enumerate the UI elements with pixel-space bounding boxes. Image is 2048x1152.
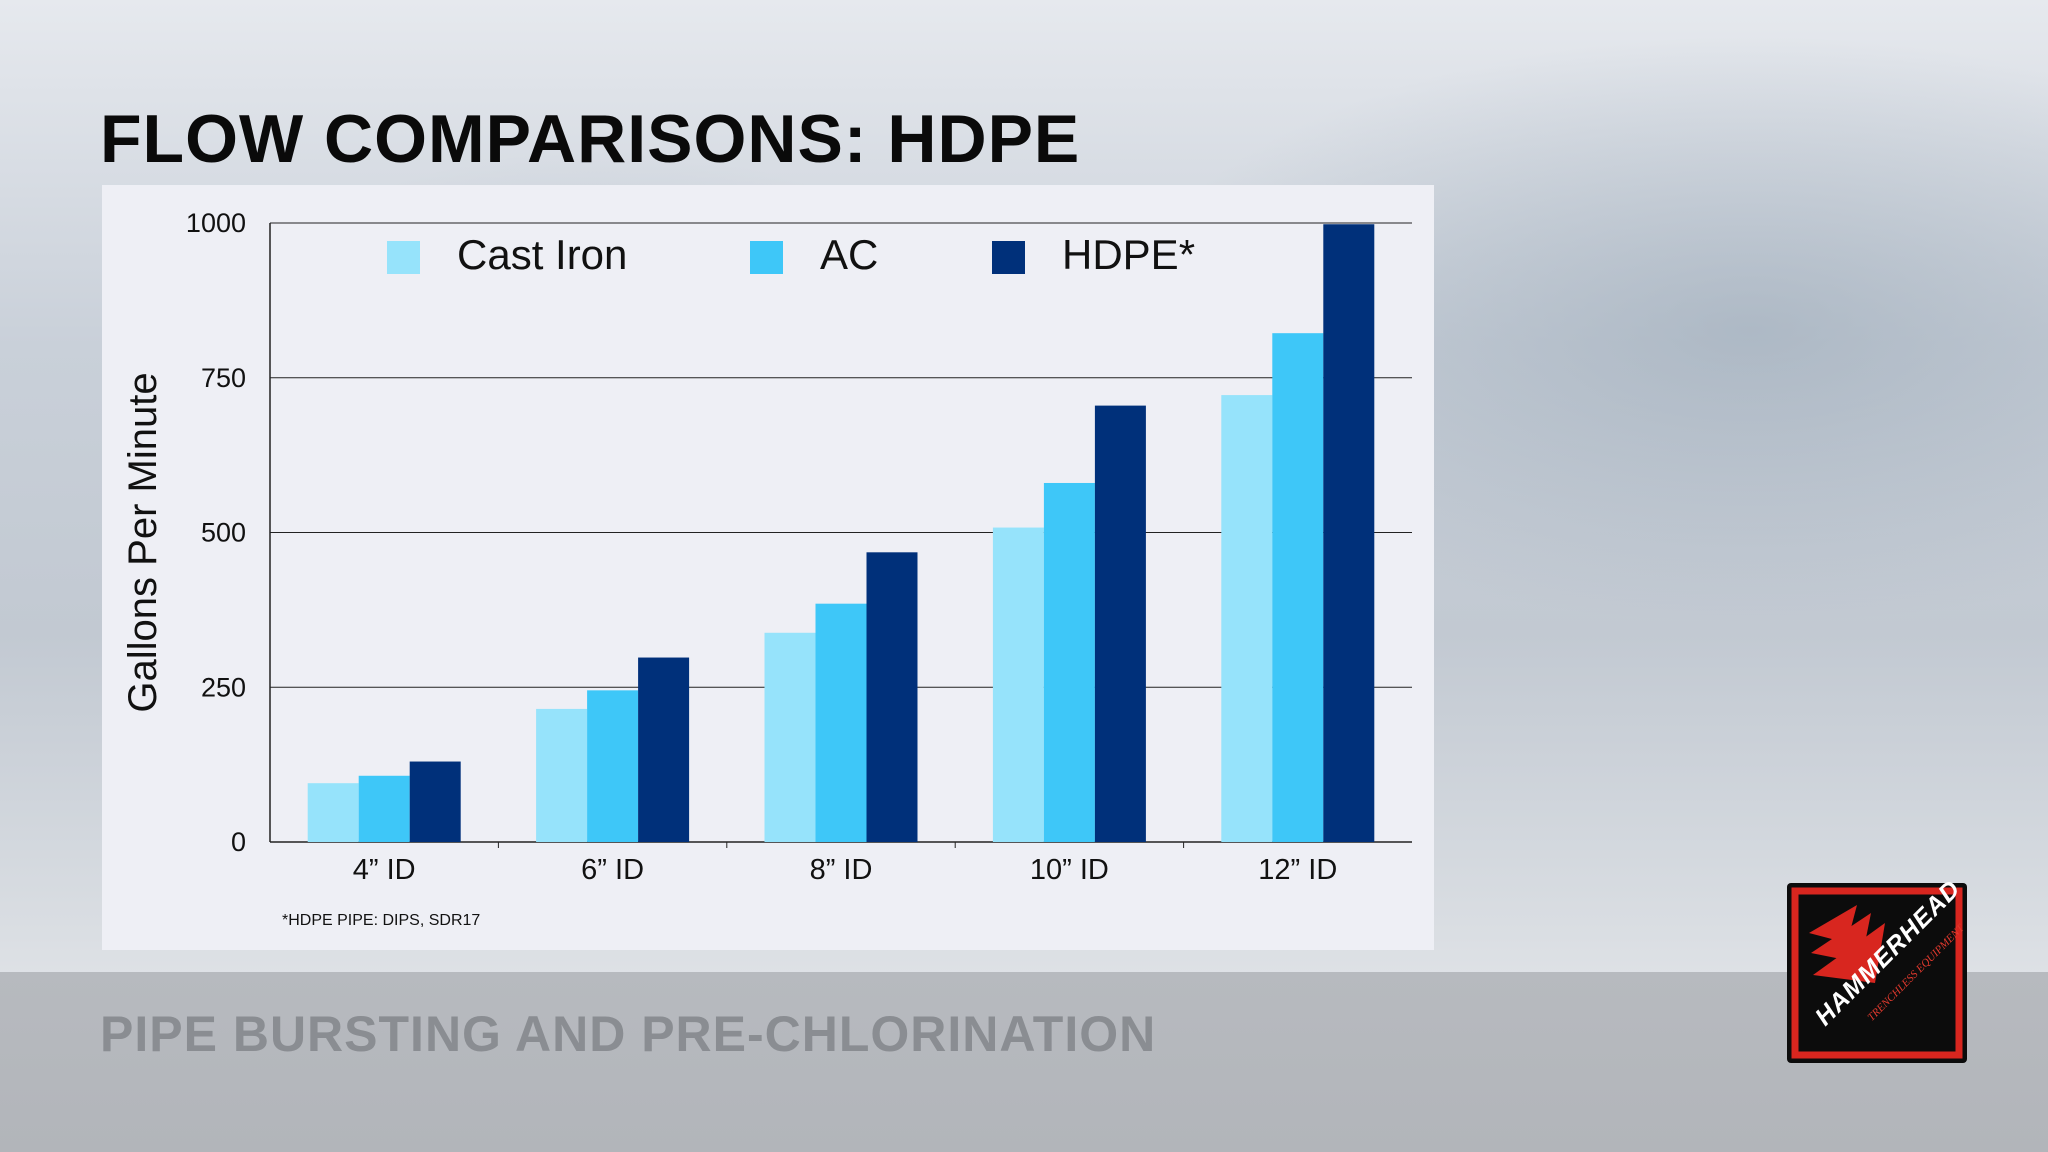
bar-chart: 0 250 500 750 1000 4” ID 6” ID 8” ID 10” ID 12” I…: [121, 208, 1412, 929]
bar: [1094, 405, 1146, 842]
bar: [1272, 333, 1324, 842]
bar: [536, 708, 588, 842]
bar: [992, 527, 1044, 842]
legend-swatch: [992, 241, 1025, 274]
bar: [866, 552, 918, 842]
y-tick-label: 0: [231, 827, 246, 857]
bar: [587, 690, 639, 842]
y-tick-label: 250: [201, 672, 246, 702]
legend-swatch: [750, 241, 783, 274]
slide-title: FLOW COMPARISONS: HDPE: [100, 101, 1081, 177]
y-tick-label: 1000: [186, 208, 246, 238]
bar: [1043, 482, 1095, 842]
bar: [1323, 224, 1375, 842]
legend-label: HDPE*: [1062, 231, 1195, 278]
legend-label: Cast Iron: [457, 231, 627, 278]
bar: [1221, 395, 1273, 842]
logo-graphic: [1791, 887, 1963, 1059]
x-tick-label: 10” ID: [1030, 854, 1109, 886]
y-axis-label: Gallons Per Minute: [121, 372, 165, 712]
footer-title: PIPE BURSTING AND PRE-CHLORINATION: [100, 1006, 1157, 1062]
bar: [815, 603, 867, 842]
x-tick-label: 4” ID: [353, 854, 416, 886]
bar: [409, 761, 461, 842]
y-tick-label: 500: [201, 518, 246, 548]
legend-label: AC: [820, 231, 878, 278]
bar: [307, 783, 359, 842]
chart-footnote: *HDPE PIPE: DIPS, SDR17: [282, 912, 480, 929]
bar: [358, 775, 410, 842]
x-tick-label: 8” ID: [810, 854, 873, 886]
hammerhead-logo: HAMMERHEAD TRENCHLESS EQUIPMENT: [1787, 875, 1967, 1063]
bar: [764, 632, 816, 842]
x-tick-label: 12” ID: [1258, 854, 1337, 886]
y-tick-label: 750: [201, 363, 246, 393]
legend-swatch: [387, 241, 420, 274]
chart-panel: 0 250 500 750 1000 4” ID 6” ID 8” ID 10” ID 12” I…: [102, 185, 1434, 950]
bar: [638, 657, 690, 842]
footer-band: [0, 972, 2048, 1152]
x-tick-label: 6” ID: [581, 854, 644, 886]
